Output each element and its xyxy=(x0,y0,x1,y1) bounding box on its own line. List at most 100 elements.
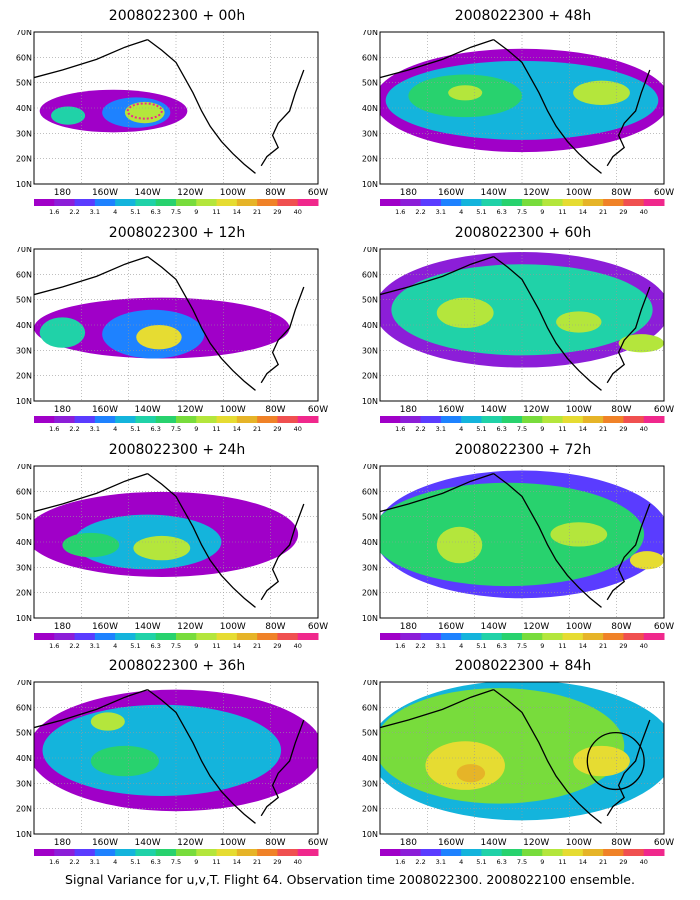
colorbar-swatch xyxy=(623,849,645,856)
colorbar-swatch xyxy=(582,849,604,856)
lon-label: 160W xyxy=(438,838,464,848)
colorbar-swatch xyxy=(461,416,482,423)
colorbar-level: 11 xyxy=(558,208,566,216)
lat-label: 30N xyxy=(362,346,378,355)
colorbar-swatch xyxy=(643,416,665,423)
variance-contour xyxy=(556,311,602,333)
colorbar-swatch xyxy=(623,416,645,423)
lon-label: 180 xyxy=(400,405,417,415)
variance-map: 70N 60N 50N 40N 30N 20N 10N 180 160W 140W 120W 100W… xyxy=(362,30,674,216)
colorbar-level: 1.6 xyxy=(49,208,59,216)
colorbar-level: 9 xyxy=(194,642,198,650)
variance-contour xyxy=(90,712,125,731)
lat-label: 40N xyxy=(16,538,32,547)
colorbar-swatch xyxy=(196,199,218,206)
colorbar-swatch xyxy=(135,849,157,856)
colorbar-level: 5.1 xyxy=(476,642,486,650)
map-panel-48h: 2008022300 + 48h 70N 60N 50N 40N 30N 20N 10N 18… xyxy=(358,8,688,218)
colorbar-level: 4 xyxy=(113,642,117,650)
colorbar-swatch xyxy=(236,849,258,856)
colorbar-level: 14 xyxy=(233,642,241,650)
lat-label: 50N xyxy=(16,729,32,738)
lon-label: 160W xyxy=(438,622,464,632)
colorbar-level: 9 xyxy=(194,208,198,216)
colorbar-swatch xyxy=(623,199,645,206)
target-circle xyxy=(586,731,645,791)
colorbar-level: 40 xyxy=(640,858,648,866)
colorbar-swatch xyxy=(34,416,55,423)
colorbar-level: 6.3 xyxy=(151,425,161,433)
lat-label: 60N xyxy=(16,53,32,62)
lat-label: 10N xyxy=(362,830,378,839)
colorbar-swatch xyxy=(603,416,624,423)
lon-label: 180 xyxy=(400,188,417,198)
colorbar-swatch xyxy=(562,849,584,856)
colorbar-swatch xyxy=(196,633,218,640)
variance-contour xyxy=(136,325,182,350)
variance-map: 70N 60N 50N 40N 30N 20N 10N 180 160W 140W 120W 100W… xyxy=(362,680,674,866)
coastline-path xyxy=(147,689,256,824)
colorbar-level: 21 xyxy=(253,425,261,433)
colorbar-level: 9 xyxy=(540,642,544,650)
lon-label: 180 xyxy=(54,405,71,415)
variance-contour xyxy=(550,522,608,547)
colorbar-level: 14 xyxy=(233,425,241,433)
colorbar-swatch xyxy=(115,633,136,640)
colorbar-level: 2.2 xyxy=(69,208,79,216)
colorbar-level: 3.1 xyxy=(436,208,446,216)
colorbar-level: 40 xyxy=(640,208,648,216)
colorbar-level: 2.2 xyxy=(415,425,425,433)
colorbar-swatch xyxy=(297,416,319,423)
variance-contour xyxy=(573,745,630,777)
variance-contour xyxy=(573,80,630,105)
colorbar-swatch xyxy=(380,849,401,856)
variance-map: 70N 60N 50N 40N 30N 20N 10N 180 160W 140W 120W 100W… xyxy=(16,464,328,650)
flight-track xyxy=(126,102,163,120)
map-frame xyxy=(33,465,319,619)
variance-contour xyxy=(42,704,282,796)
colorbar-level: 2.2 xyxy=(415,858,425,866)
map-panel-72h: 2008022300 + 72h 70N 60N 50N 40N 30N 20N 10N 18… xyxy=(358,442,688,652)
colorbar-level: 29 xyxy=(273,425,281,433)
colorbar-swatch xyxy=(461,849,482,856)
colorbar: 1.6 2.2 3.1 4 5.1 6.3 7.5 9 11 14 21 29 40 xyxy=(380,633,665,650)
lat-label: 40N xyxy=(16,754,32,763)
colorbar-level: 4 xyxy=(113,425,117,433)
lat-label: 60N xyxy=(16,270,32,279)
colorbar-level: 6.3 xyxy=(151,858,161,866)
colorbar-level: 1.6 xyxy=(49,642,59,650)
coastline-path xyxy=(380,255,494,296)
coastline-path xyxy=(493,39,602,174)
colorbar-swatch xyxy=(216,199,238,206)
colorbar-swatch xyxy=(236,633,258,640)
coastline xyxy=(34,38,305,174)
gridlines xyxy=(380,249,664,401)
colorbar-swatch xyxy=(115,416,136,423)
colorbar-level: 4 xyxy=(459,642,463,650)
map-frame xyxy=(379,248,665,402)
colorbar-level: 14 xyxy=(233,208,241,216)
colorbar-swatch xyxy=(94,849,116,856)
colorbar-level: 21 xyxy=(599,642,607,650)
colorbar-swatch xyxy=(481,633,503,640)
colorbar: 1.6 2.2 3.1 4 5.1 6.3 7.5 9 11 14 21 29 40 xyxy=(34,416,319,433)
colorbar-level: 2.2 xyxy=(415,642,425,650)
colorbar-swatch xyxy=(420,633,442,640)
colorbar-swatch xyxy=(257,633,278,640)
lon-label: 160W xyxy=(438,188,464,198)
colorbar-swatch xyxy=(196,849,218,856)
colorbar-level: 3.1 xyxy=(90,858,100,866)
map-frame xyxy=(33,31,319,185)
colorbar-swatch xyxy=(277,416,299,423)
map-frame xyxy=(33,681,319,835)
colorbar: 1.6 2.2 3.1 4 5.1 6.3 7.5 9 11 14 21 29 40 xyxy=(34,849,319,866)
colorbar-level: 29 xyxy=(619,642,627,650)
lat-label: 20N xyxy=(16,372,32,381)
panel-title: 2008022300 + 36h xyxy=(108,658,246,674)
variance-contour xyxy=(380,688,625,804)
lon-label: 140W xyxy=(481,188,507,198)
lon-label: 180 xyxy=(54,622,71,632)
colorbar-swatch xyxy=(277,199,299,206)
lon-label: 80W xyxy=(265,405,285,415)
colorbar-swatch xyxy=(380,416,401,423)
